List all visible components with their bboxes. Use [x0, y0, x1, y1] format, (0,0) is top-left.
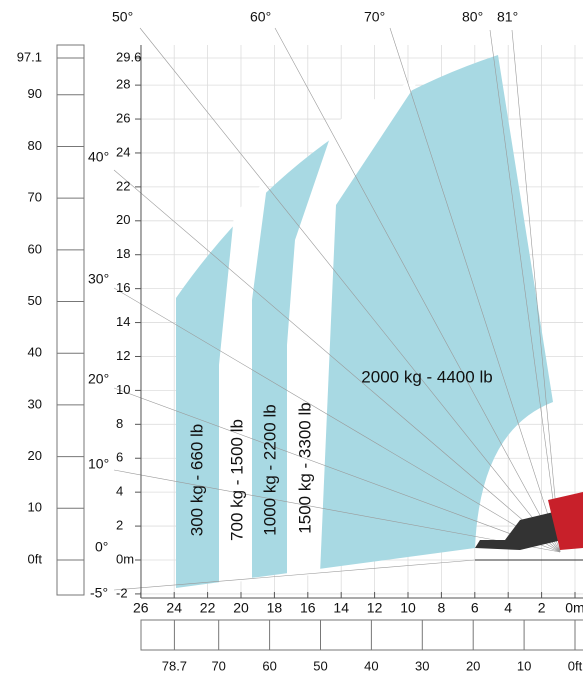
- y-tick-label: 6: [116, 450, 123, 465]
- y-tick-label: 70: [28, 190, 42, 205]
- y-tick-label: 20: [28, 448, 42, 463]
- x-tick-label: 18: [267, 600, 283, 616]
- x-tick-label: 10: [400, 600, 416, 616]
- angle-label: 70°: [364, 9, 385, 25]
- zone-label: 2000 kg - 4400 lb: [361, 367, 492, 386]
- feet-scale: [140, 619, 583, 651]
- angle-label: 20°: [88, 371, 109, 387]
- x-tick-label: 24: [166, 600, 182, 616]
- angle-label: 50°: [112, 9, 133, 25]
- y-tick-label: 28: [116, 77, 130, 92]
- y-tick-label: 30: [28, 396, 42, 411]
- y-tick-label: 10: [116, 382, 130, 397]
- gap: [287, 78, 420, 578]
- x-tick-label: 40: [364, 658, 378, 673]
- x-tick-label: 0m: [565, 600, 583, 616]
- x-tick-label: 2: [538, 600, 546, 616]
- x-tick-label: 20: [466, 658, 480, 673]
- angle-label: 80°: [462, 9, 483, 25]
- y-tick-label: 24: [116, 144, 130, 159]
- x-tick-label: 14: [333, 600, 349, 616]
- angle-lines: [113, 27, 561, 591]
- y-tick-label: 2: [116, 518, 123, 533]
- y-tick-label: 0m: [116, 551, 134, 566]
- y-tick-label: 16: [116, 280, 130, 295]
- angle-label: 10°: [88, 456, 109, 472]
- angle-label: 40°: [88, 149, 109, 165]
- y-tick-label: 22: [116, 178, 130, 193]
- feet-scale: [56, 44, 85, 596]
- y-tick-label: 4: [116, 484, 123, 499]
- load-envelope: [176, 55, 553, 588]
- y-tick-label: -2: [116, 585, 128, 600]
- zone-label: 1000 kg - 2200 lb: [260, 404, 279, 535]
- x-tick-label: 16: [300, 600, 316, 616]
- x-tick-label: 8: [438, 600, 446, 616]
- x-tick-label: 0ft: [568, 658, 583, 673]
- x-tick-label: 60: [262, 658, 276, 673]
- y-tick-label: 8: [116, 416, 123, 431]
- y-tick-label: 97.1: [17, 49, 42, 64]
- x-tick-label: 30: [415, 658, 429, 673]
- y-tick-label: 14: [116, 314, 130, 329]
- y-tick-label: 60: [28, 241, 42, 256]
- gap: [219, 178, 268, 584]
- y-tick-label: 50: [28, 293, 42, 308]
- x-tick-label: 12: [367, 600, 383, 616]
- angle-label: 0°: [95, 539, 108, 555]
- angle-label: 60°: [250, 9, 271, 25]
- x-tick-label: 10: [517, 658, 531, 673]
- x-tick-label: 20: [233, 600, 249, 616]
- x-tick-label: 4: [504, 600, 512, 616]
- y-tick-label: 29.6: [116, 49, 141, 64]
- y-tick-label: 12: [116, 348, 130, 363]
- x-tick-label: 70: [211, 658, 225, 673]
- machine: [475, 492, 583, 561]
- zone-label: 1500 kg - 3300 lb: [295, 402, 314, 533]
- x-tick-label: 50: [313, 658, 327, 673]
- y-tick-label: 20: [116, 212, 130, 227]
- y-tick-label: 80: [28, 138, 42, 153]
- zone-label: 300 kg - 660 lb: [187, 424, 206, 536]
- angle-label: -5°: [90, 585, 108, 601]
- zone-label: 700 kg - 1500 lb: [227, 419, 246, 541]
- x-tick-label: 22: [200, 600, 216, 616]
- x-tick-label: 26: [133, 600, 149, 616]
- y-tick-label: 10: [28, 500, 42, 515]
- x-tick-label: 6: [471, 600, 479, 616]
- y-tick-label: 26: [116, 110, 130, 125]
- angle-label: 30°: [88, 271, 109, 287]
- y-tick-label: 90: [28, 86, 42, 101]
- y-tick-label: 0ft: [28, 551, 43, 566]
- y-tick-label: 18: [116, 246, 130, 261]
- y-tick-label: 40: [28, 345, 42, 360]
- x-tick-label: 78.7: [162, 658, 187, 673]
- angle-label: 81°: [497, 9, 518, 25]
